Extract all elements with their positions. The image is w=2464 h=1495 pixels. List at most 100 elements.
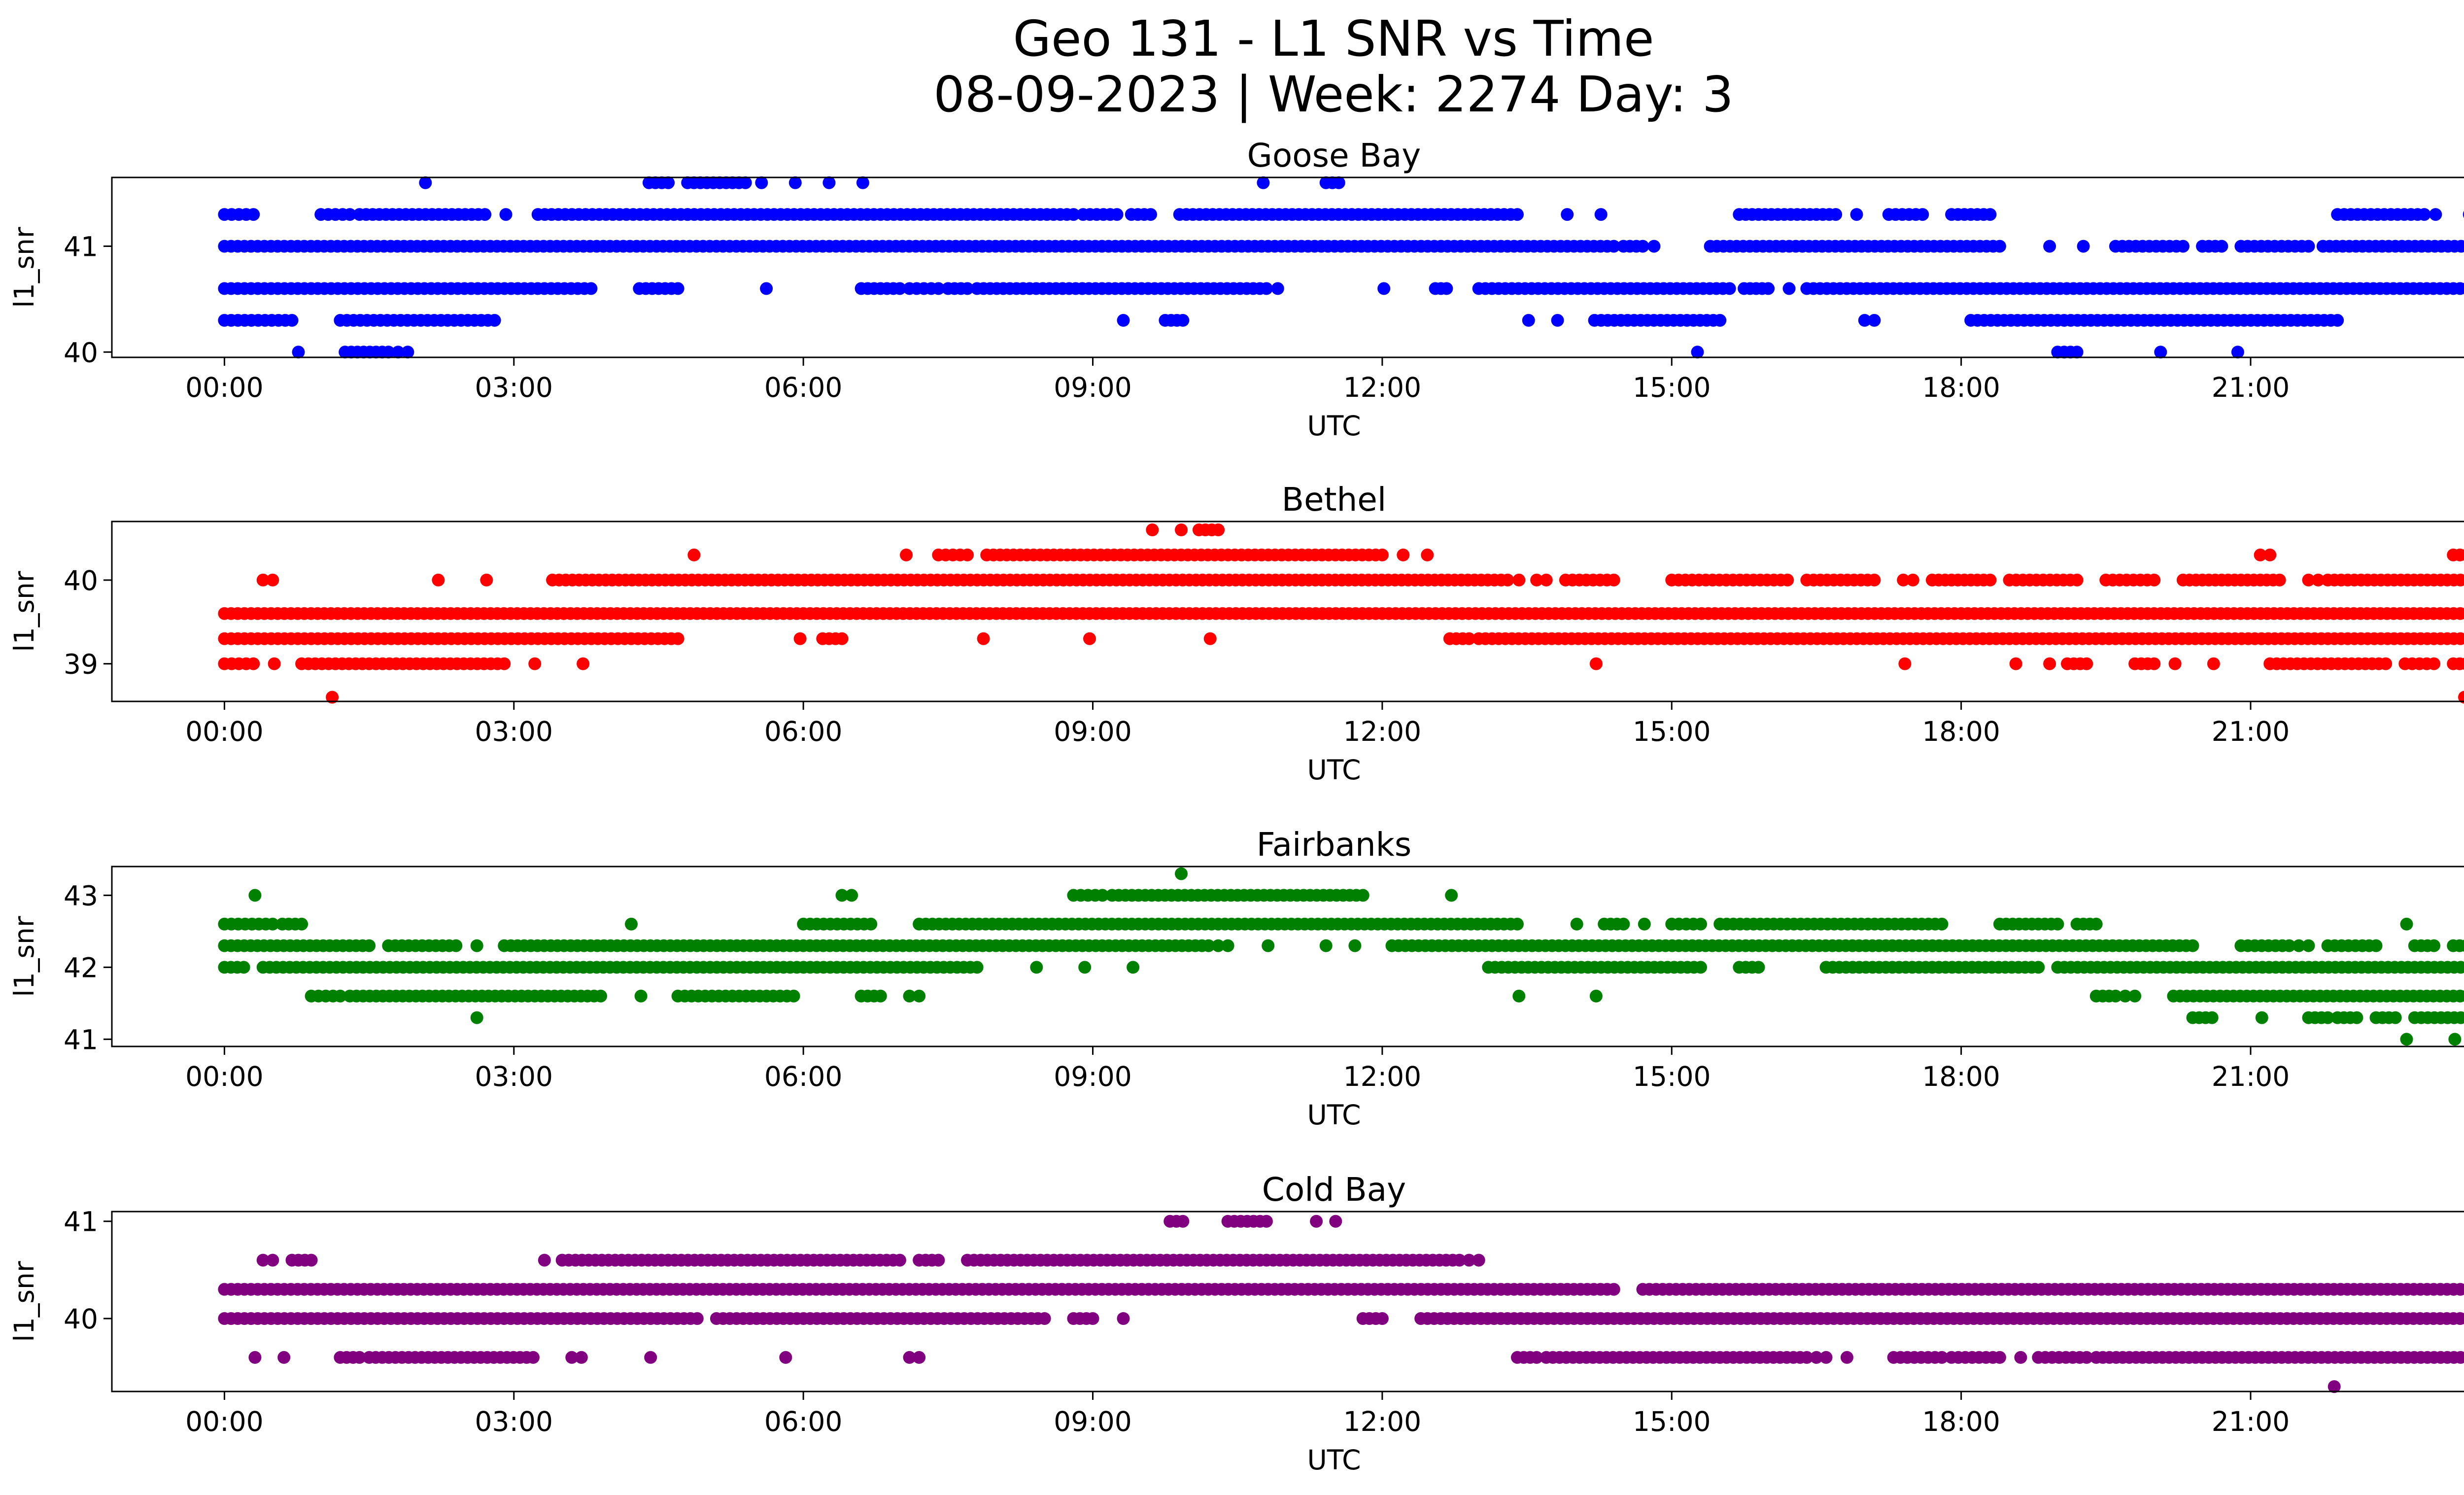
panel-fairbanks-point — [2400, 1033, 2413, 1046]
panel-fairbanks-point — [1348, 939, 1362, 952]
panel-bethel-point — [1083, 632, 1096, 645]
panel-bethel-point — [1421, 548, 1434, 561]
panel-bethel-point — [1146, 523, 1159, 536]
panel-bethel-point — [480, 573, 493, 587]
panel-goose-bay-point — [1176, 313, 1190, 327]
panel-goose-bay-point — [822, 176, 836, 189]
panel-goose-bay-point — [2331, 313, 2344, 327]
panel-goose-bay-point — [1377, 282, 1391, 295]
panel-fairbanks-title: Fairbanks — [1257, 826, 1412, 864]
panel-goose-bay-title: Goose Bay — [1247, 137, 1421, 174]
panel-cold-bay-point — [779, 1351, 792, 1364]
panel-goose-bay-point — [1522, 313, 1535, 327]
panel-fairbanks-point — [634, 989, 648, 1003]
panel-bethel-point — [977, 632, 990, 645]
panel-goose-bay-y-tick-label: 40 — [64, 337, 98, 368]
panel-bethel-title: Bethel — [1282, 481, 1387, 519]
panel-goose-bay-point — [755, 176, 768, 189]
panel-goose-bay-point — [2070, 346, 2084, 359]
panel-goose-bay-point — [1561, 208, 1574, 221]
panel-bethel-x-tick-label: 21:00 — [2212, 716, 2290, 747]
panel-fairbanks-point — [2448, 1033, 2462, 1046]
panel-bethel-point — [1906, 573, 1919, 587]
panel-cold-bay-point — [526, 1351, 540, 1364]
panel-cold-bay-point — [1329, 1215, 1342, 1228]
figure-title-line2: 08-09-2023 | Week: 2274 Day: 3 — [933, 66, 1733, 123]
panel-fairbanks-point — [913, 989, 926, 1003]
panel-bethel-point — [2460, 608, 2464, 620]
panel-fairbanks-point — [1589, 989, 1603, 1003]
panel-fairbanks-y-tick-label: 41 — [64, 1024, 98, 1055]
panel-fairbanks-point — [470, 1011, 483, 1024]
panel-cold-bay-y-axis-label: l1_snr — [8, 1261, 40, 1342]
panel-bethel-point — [577, 657, 590, 670]
panel-fairbanks-point — [449, 939, 463, 952]
panel-bethel-point — [1375, 548, 1389, 561]
panel-fairbanks-y-axis-label: l1_snr — [8, 916, 40, 997]
panel-goose-bay-point — [2043, 240, 2056, 253]
panel-cold-bay-point — [1310, 1215, 1323, 1228]
panel-goose-bay-point — [2418, 208, 2431, 221]
panel-goose-bay-point — [247, 208, 260, 221]
panel-cold-bay-point — [1472, 1253, 1485, 1267]
panel-fairbanks-point — [1511, 917, 1524, 931]
panel-fairbanks-point — [1445, 889, 1458, 902]
panel-cold-bay-x-tick-label: 00:00 — [185, 1406, 264, 1437]
panel-goose-bay-point — [479, 208, 492, 221]
panel-bethel-point — [671, 632, 684, 645]
panel-bethel-point — [266, 573, 279, 587]
panel-fairbanks-point — [1127, 961, 1140, 974]
panel-fairbanks-point — [1617, 917, 1630, 931]
panel-fairbanks-x-tick-label: 00:00 — [185, 1061, 264, 1092]
panel-goose-bay-point — [1916, 208, 1929, 221]
panel-cold-bay-point — [1086, 1312, 1099, 1325]
panel-goose-bay-point — [343, 208, 356, 221]
panel-goose-bay-point — [2460, 282, 2464, 295]
panel-goose-bay-point — [2077, 240, 2090, 253]
panel-fairbanks-x-tick-label: 03:00 — [475, 1061, 553, 1092]
panel-bethel-point — [687, 548, 701, 561]
panel-goose-bay-point — [2302, 240, 2315, 253]
panel-goose-bay-x-tick-label: 06:00 — [764, 372, 843, 403]
panel-bethel-point — [1397, 548, 1410, 561]
panel-goose-bay-point — [285, 313, 299, 327]
panel-bethel-point — [1530, 573, 1543, 587]
panel-fairbanks-point — [295, 917, 308, 931]
panel-fairbanks-point — [2400, 917, 2413, 931]
panel-goose-bay-point — [932, 282, 945, 295]
panel-fairbanks-point — [787, 989, 800, 1003]
panel-goose-bay-point — [2231, 346, 2244, 359]
panel-cold-bay-x-tick-label: 18:00 — [1922, 1406, 2000, 1437]
panel-goose-bay-points — [218, 176, 2464, 359]
panel-bethel-point — [1984, 573, 1997, 587]
panel-goose-bay-point — [1271, 282, 1284, 295]
panel-fairbanks-point — [1638, 917, 1651, 931]
panel-fairbanks-point — [1694, 961, 1707, 974]
panel-goose-bay-point — [662, 176, 675, 189]
panel-goose-bay-point — [856, 176, 869, 189]
panel-bethel-point — [2461, 574, 2464, 586]
panel-fairbanks-point — [1694, 917, 1707, 931]
panel-bethel-y-tick-label: 39 — [64, 649, 98, 680]
panel-bethel: Bethel 00:00 03:00 06:00 09:00 12:00 15:00 18:0… — [8, 481, 2464, 786]
panel-bethel-point — [432, 573, 445, 587]
panel-goose-bay-point — [961, 282, 974, 295]
panel-fairbanks-point — [1212, 939, 1225, 952]
panel-bethel-point — [2254, 548, 2267, 561]
panel-cold-bay-point — [1819, 1351, 1833, 1364]
panel-fairbanks-point — [2205, 1011, 2219, 1024]
panel-goose-bay-point — [1782, 282, 1796, 295]
panel-fairbanks-point — [1202, 939, 1215, 952]
panel-fairbanks-point — [2255, 1011, 2268, 1024]
panel-fairbanks-x-tick-label: 15:00 — [1633, 1061, 1711, 1092]
panel-fairbanks-point — [1175, 867, 1188, 880]
panel-cold-bay-y-tick-label: 40 — [64, 1303, 98, 1335]
panel-fairbanks-point — [845, 889, 858, 902]
panel-bethel-point — [2263, 548, 2277, 561]
panel-bethel-x-tick-label: 18:00 — [1922, 716, 2000, 747]
panel-goose-bay-point — [1607, 240, 1620, 253]
panel-bethel-point — [2168, 657, 2182, 670]
panel-fairbanks-point — [1078, 961, 1092, 974]
panel-cold-bay-point — [932, 1253, 945, 1267]
